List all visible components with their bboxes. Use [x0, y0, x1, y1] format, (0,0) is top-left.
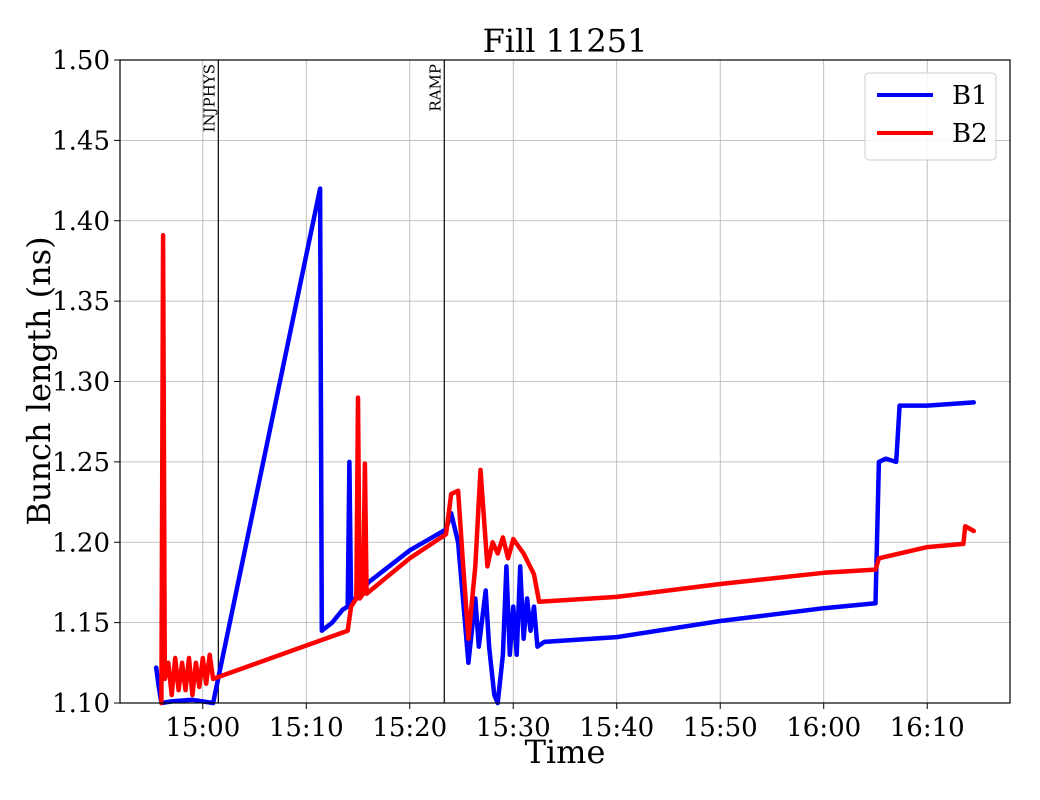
- y-tick-label: 1.30: [52, 368, 110, 398]
- y-axis-ticks: 1.10 1.15 1.20 1.25 1.30 1.35 1.40 1.45 1.50: [52, 46, 120, 719]
- x-tick-label: 15:10: [269, 713, 344, 743]
- series-lines: [153, 186, 977, 706]
- annotation-label-injphys: INJPHYS: [200, 64, 218, 132]
- y-tick-label: 1.50: [52, 46, 110, 76]
- y-tick-label: 1.35: [52, 287, 110, 317]
- x-tick-label: 15:40: [579, 713, 654, 743]
- y-tick-label: 1.45: [52, 126, 110, 156]
- y-tick-label: 1.20: [52, 528, 110, 558]
- y-tick-label: 1.15: [52, 609, 110, 639]
- y-tick-label: 1.40: [52, 207, 110, 237]
- y-tick-label: 1.10: [52, 689, 110, 719]
- x-tick-label: 16:10: [890, 713, 965, 743]
- chart-title: Fill 11251: [483, 22, 648, 60]
- legend-label-b1: B1: [952, 81, 988, 111]
- x-tick-label: 15:20: [372, 713, 447, 743]
- legend-label-b2: B2: [952, 119, 988, 149]
- series-line-b1: [153, 186, 977, 706]
- legend: B1 B2: [864, 72, 997, 161]
- x-tick-label: 15:50: [683, 713, 758, 743]
- annotation-label-ramp: RAMP: [426, 64, 444, 112]
- series-line-b2: [159, 232, 977, 706]
- x-axis-ticks: 15:00 15:10 15:20 15:30 15:40 15:50 16:00 16:10: [165, 703, 965, 743]
- x-tick-label: 15:30: [476, 713, 551, 743]
- y-tick-label: 1.25: [52, 448, 110, 478]
- y-axis-label: Bunch length (ns): [20, 236, 58, 525]
- annotation-lines: INJPHYS RAMP: [200, 60, 445, 703]
- x-tick-label: 15:00: [165, 713, 240, 743]
- x-axis-label: Time: [525, 733, 606, 771]
- x-tick-label: 16:00: [786, 713, 861, 743]
